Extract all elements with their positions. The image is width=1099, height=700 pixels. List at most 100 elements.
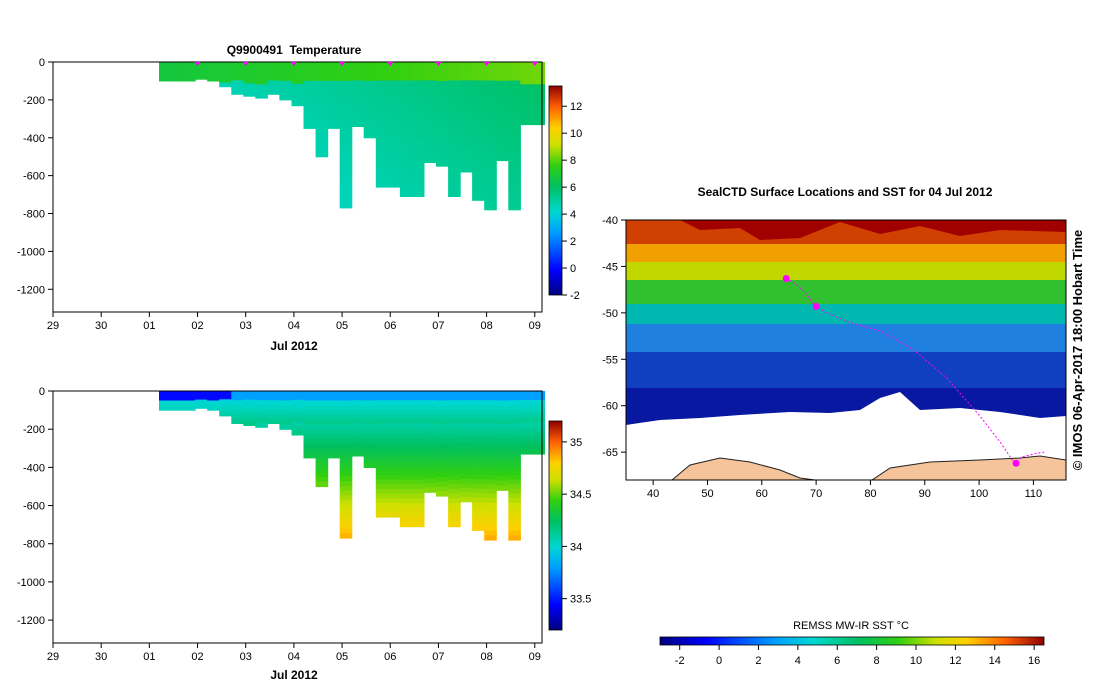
profile-cell: [496, 438, 509, 444]
profile-cell: [387, 131, 401, 137]
profile-cell: [255, 80, 268, 86]
profile-cell: [496, 137, 509, 143]
profile-cell: [472, 71, 485, 77]
profile-cell: [472, 525, 485, 531]
profile-cell: [243, 416, 256, 422]
profile-cell: [339, 66, 353, 72]
profile-cell: [315, 467, 329, 473]
profile-cell: [375, 419, 389, 425]
profile-cell: [351, 414, 365, 420]
profile-cell: [424, 66, 437, 72]
profile-cell: [508, 409, 521, 415]
profile-cell: [532, 440, 545, 446]
profile-cell: [508, 446, 521, 453]
profile-cell: [303, 438, 317, 445]
profile-cell: [399, 113, 413, 119]
profile-cell: [436, 457, 449, 464]
profile-cell: [436, 137, 449, 144]
profile-cell: [375, 395, 389, 401]
profile-cell: [484, 405, 497, 411]
sst-colorbar-tick-label: 2: [755, 655, 761, 667]
profile-cell: [339, 99, 353, 105]
profile-cell: [279, 71, 292, 77]
profile-cell: [520, 400, 533, 406]
colorbar-tick-label: 34: [570, 541, 582, 553]
profile-cell: [411, 521, 425, 528]
profile-cell: [448, 117, 461, 123]
profile-cell: [496, 480, 509, 487]
profile-cell: [496, 62, 509, 68]
profile-cell: [424, 89, 437, 95]
profile-cell: [472, 497, 485, 503]
profile-cell: [375, 503, 389, 509]
profile-cell: [183, 62, 196, 68]
temperature-profile-markers: [194, 62, 538, 66]
profile-cell: [327, 104, 341, 110]
profile-cell: [411, 113, 425, 119]
profile-cell: [315, 114, 329, 120]
profile-cell: [484, 512, 497, 518]
profile-cell: [448, 140, 461, 146]
profile-cell: [387, 498, 401, 504]
profile-cell: [424, 135, 437, 141]
profile-cell: [508, 432, 521, 439]
x-tick-label: 29: [47, 320, 59, 332]
profile-cell: [472, 437, 485, 443]
profile-cell: [508, 112, 521, 118]
profile-cell: [484, 117, 497, 123]
x-tick-label: 04: [288, 651, 300, 663]
profile-cell: [267, 404, 280, 411]
profile-cell: [484, 154, 497, 160]
profile-cell: [339, 203, 353, 209]
x-tick-label: 05: [336, 651, 348, 663]
profile-cell: [339, 113, 353, 119]
profile-cell: [267, 418, 280, 424]
profile-cell: [436, 133, 449, 139]
profile-cell: [363, 443, 377, 449]
profile-cell: [255, 66, 268, 72]
profile-cell: [363, 128, 377, 134]
profile-cell: [327, 395, 341, 402]
profile-cell: [387, 80, 401, 86]
profile-marker: [531, 62, 538, 66]
profile-cell: [436, 147, 449, 153]
profile-cell: [327, 424, 341, 430]
profile-cell: [484, 145, 497, 151]
profile-cell: [279, 76, 292, 82]
profile-cell: [436, 128, 449, 134]
profile-cell: [399, 428, 413, 434]
profile-cell: [520, 66, 533, 72]
profile-cell: [375, 168, 389, 174]
profile-cell: [472, 158, 485, 164]
profile-cell: [339, 71, 353, 77]
profile-cell: [496, 99, 509, 105]
profile-cell: [255, 409, 268, 415]
profile-cell: [387, 168, 401, 174]
profile-cell: [472, 516, 485, 522]
x-tick-label: 09: [529, 320, 541, 332]
profile-cell: [520, 75, 533, 81]
profile-cell: [484, 521, 497, 527]
profile-cell: [255, 400, 268, 406]
sst-map-image: [626, 220, 1066, 480]
profile-cell: [207, 66, 220, 72]
profile-cell: [339, 198, 353, 204]
profile-cell: [339, 193, 353, 199]
profile-cell: [375, 80, 389, 86]
profile-cell: [339, 462, 353, 468]
profile-cell: [436, 109, 449, 115]
profile-cell: [339, 94, 353, 101]
profile-cell: [387, 503, 401, 509]
profile-cell: [436, 66, 449, 72]
profile-cell: [460, 153, 473, 159]
profile-cell: [363, 90, 377, 96]
profile-cell: [436, 104, 449, 110]
profile-cell: [532, 115, 545, 121]
x-tick-label: 09: [529, 651, 541, 663]
profile-cell: [496, 485, 509, 491]
profile-cell: [532, 88, 545, 94]
y-tick-label: -1200: [17, 615, 45, 627]
profile-cell: [436, 391, 449, 397]
colorbar-tick-label: 34.5: [570, 489, 591, 501]
profile-cell: [375, 428, 389, 434]
